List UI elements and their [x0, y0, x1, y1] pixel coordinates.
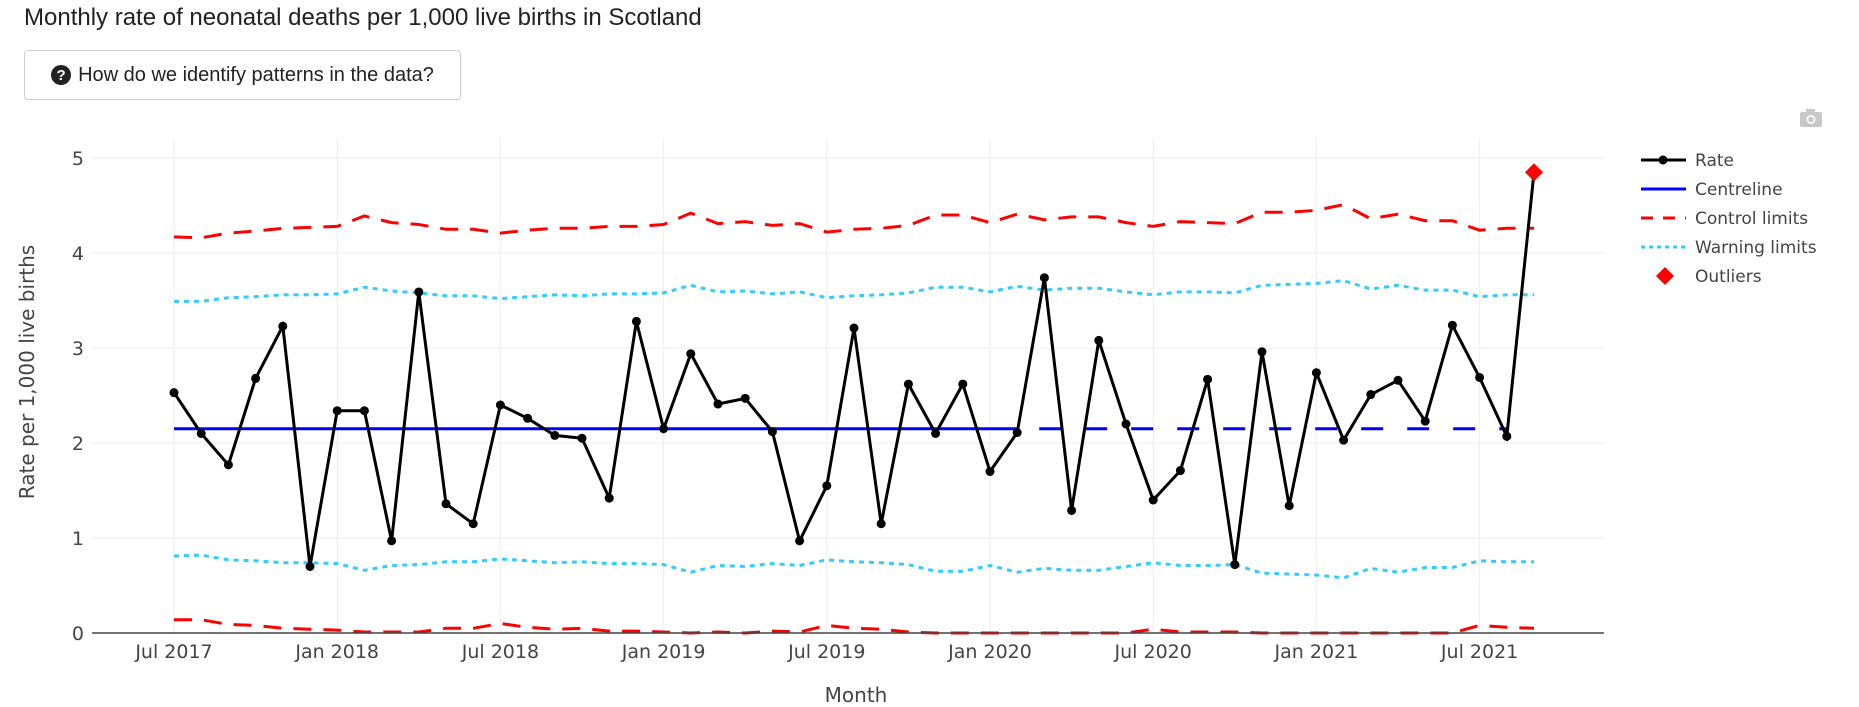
- x-tick-label: Jan 2018: [294, 641, 379, 663]
- x-tick-label: Jan 2020: [947, 641, 1032, 663]
- y-tick-label: 2: [72, 433, 84, 455]
- lower-warning-limit: [173, 553, 1534, 580]
- y-axis-title: Rate per 1,000 live births: [15, 245, 39, 499]
- rate-point[interactable]: [1366, 390, 1376, 400]
- rate-point[interactable]: [387, 536, 397, 546]
- y-tick-label: 4: [72, 243, 84, 265]
- rate-point[interactable]: [1284, 501, 1294, 511]
- rate-point[interactable]: [1257, 347, 1267, 357]
- x-tick-label: Jul 2021: [1440, 641, 1518, 663]
- x-axis-ticks: Jul 2017 Jan 2018 Jul 2018 Jan 2019 Jul 2019…: [134, 641, 1518, 663]
- rate-point[interactable]: [931, 429, 941, 438]
- rate-point[interactable]: [1447, 320, 1457, 330]
- rate-point[interactable]: [251, 373, 261, 383]
- rate-point[interactable]: [1121, 419, 1131, 429]
- rate-point[interactable]: [1203, 374, 1213, 384]
- x-tick-label: Jan 2019: [621, 641, 706, 663]
- rate-point[interactable]: [441, 499, 451, 509]
- rate-point[interactable]: [631, 316, 641, 326]
- page-title: Monthly rate of neonatal deaths per 1,00…: [24, 4, 702, 31]
- rate-point[interactable]: [414, 287, 424, 297]
- x-tick-label: Jul 2017: [134, 641, 212, 663]
- y-tick-label: 5: [72, 148, 84, 170]
- y-tick-label: 1: [72, 528, 84, 550]
- x-tick-label: Jul 2018: [461, 641, 539, 663]
- rate-point[interactable]: [659, 424, 669, 434]
- rate-point[interactable]: [1230, 560, 1240, 570]
- rate-point[interactable]: [849, 323, 859, 333]
- rate-point[interactable]: [223, 460, 233, 470]
- upper-warning-limit: [174, 279, 1534, 303]
- legend-marker-rate: [1658, 155, 1668, 165]
- legend-item-rate[interactable]: Rate: [1641, 151, 1734, 171]
- rate-point[interactable]: [278, 321, 288, 331]
- legend[interactable]: Rate Centreline Control limits Warning limi…: [1641, 151, 1817, 287]
- rate-point[interactable]: [577, 433, 587, 443]
- upper-control-limit: [173, 203, 1534, 240]
- rate-point[interactable]: [196, 429, 206, 438]
- x-tick-label: Jan 2021: [1274, 641, 1359, 663]
- legend-label: Rate: [1695, 151, 1734, 171]
- x-tick-label: Jul 2020: [1114, 641, 1192, 663]
- rate-point[interactable]: [523, 413, 533, 423]
- outlier-point[interactable]: [1525, 163, 1543, 182]
- rate-point[interactable]: [495, 400, 505, 410]
- legend-symbol-outliers: [1656, 267, 1674, 285]
- rate-point[interactable]: [686, 349, 696, 359]
- rate-point[interactable]: [1175, 466, 1185, 476]
- legend-label: Control limits: [1695, 209, 1808, 229]
- rate-point[interactable]: [604, 493, 614, 503]
- help-button-label: How do we identify patterns in the data?: [78, 63, 434, 86]
- rate-point[interactable]: [1094, 335, 1104, 345]
- legend-item-warning-limits[interactable]: Warning limits: [1641, 238, 1817, 258]
- lower-control-limit: [174, 618, 1535, 635]
- gridlines: [92, 138, 1604, 633]
- limit-lines: [173, 203, 1535, 635]
- legend-label: Centreline: [1695, 180, 1783, 200]
- rate-point[interactable]: [550, 430, 560, 440]
- rate-point[interactable]: [468, 519, 478, 529]
- y-tick-label: 3: [72, 338, 84, 360]
- rate-point[interactable]: [1475, 372, 1485, 382]
- legend-item-outliers[interactable]: Outliers: [1656, 267, 1762, 287]
- rate-point[interactable]: [822, 481, 832, 491]
- camera-icon[interactable]: [1800, 109, 1822, 127]
- legend-item-centreline[interactable]: Centreline: [1641, 180, 1783, 200]
- rate-point[interactable]: [1012, 428, 1022, 438]
- outlier-series: [1525, 163, 1543, 182]
- rate-point[interactable]: [1311, 368, 1321, 378]
- rate-point[interactable]: [876, 519, 886, 529]
- rate-series: [169, 172, 1536, 571]
- y-axis-ticks: 0 1 2 3 4 5: [72, 148, 84, 645]
- rate-point[interactable]: [169, 388, 179, 398]
- x-axis-title: Month: [825, 683, 888, 707]
- rate-point[interactable]: [305, 562, 315, 571]
- rate-point[interactable]: [1148, 495, 1158, 505]
- rate-point[interactable]: [1067, 505, 1077, 515]
- legend-item-control-limits[interactable]: Control limits: [1641, 209, 1808, 229]
- legend-label: Outliers: [1695, 267, 1762, 287]
- legend-label: Warning limits: [1695, 238, 1817, 258]
- rate-point[interactable]: [1339, 435, 1349, 445]
- rate-point[interactable]: [713, 399, 723, 409]
- y-tick-label: 0: [72, 623, 84, 645]
- x-tick-label: Jul 2019: [787, 641, 865, 663]
- question-circle-icon: ?: [51, 65, 72, 85]
- rate-point[interactable]: [359, 406, 369, 416]
- rate-point[interactable]: [1393, 375, 1403, 385]
- rate-point[interactable]: [1420, 416, 1430, 426]
- rate-point[interactable]: [1502, 431, 1512, 441]
- rate-line: [172, 172, 1536, 567]
- rate-point[interactable]: [767, 427, 777, 437]
- rate-point[interactable]: [740, 393, 750, 403]
- rate-point[interactable]: [985, 467, 995, 476]
- rate-point[interactable]: [1039, 273, 1049, 283]
- identify-patterns-button[interactable]: ? How do we identify patterns in the dat…: [24, 50, 461, 100]
- rate-point[interactable]: [332, 406, 342, 416]
- rate-point[interactable]: [958, 379, 968, 389]
- rate-point[interactable]: [903, 379, 913, 389]
- rate-point[interactable]: [795, 536, 805, 546]
